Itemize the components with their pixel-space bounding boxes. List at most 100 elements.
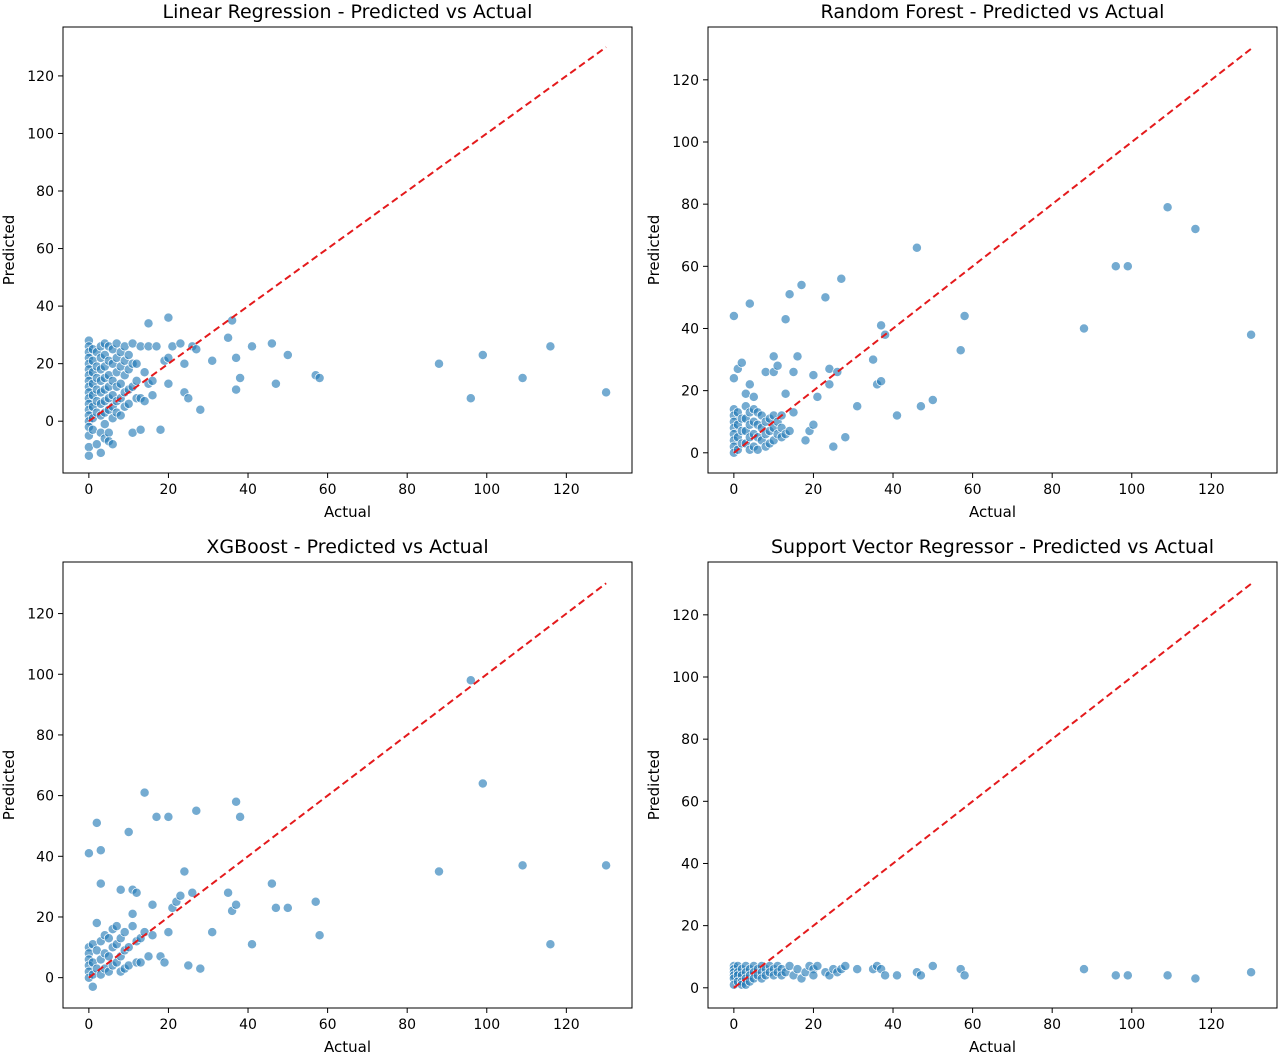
perfect-fit-line (88, 582, 607, 979)
x-tick-label: 60 (319, 1017, 337, 1033)
data-point (115, 884, 126, 895)
plot-frame (62, 561, 633, 1009)
data-point (147, 930, 158, 941)
data-point (115, 378, 126, 389)
data-point (191, 805, 202, 816)
y-tick-label: 80 (681, 732, 699, 748)
y-tick-label: 40 (681, 856, 699, 872)
data-point (915, 401, 926, 412)
x-tick-label: 20 (805, 1017, 823, 1033)
data-point (131, 358, 142, 369)
data-point (111, 921, 122, 932)
data-point (247, 939, 257, 950)
y-tick-label: 120 (27, 69, 54, 85)
x-tick-label: 40 (884, 482, 902, 498)
data-point (91, 817, 102, 828)
data-point (828, 441, 839, 452)
data-point (135, 957, 146, 968)
data-point (477, 778, 488, 789)
y-tick-label: 100 (672, 670, 699, 686)
y-tick-label: 20 (36, 910, 54, 926)
data-point (231, 352, 242, 363)
data-point (147, 390, 158, 401)
scatter-plot-svr: Support Vector Regressor - Predicted vs … (645, 536, 1278, 1056)
data-points (83, 675, 612, 992)
data-point (191, 344, 202, 355)
data-points (83, 312, 612, 461)
x-axis-label: Actual (969, 503, 1016, 521)
data-point (812, 391, 823, 402)
x-tick-label: 60 (964, 482, 982, 498)
data-point (123, 827, 134, 837)
data-point (314, 930, 325, 941)
data-point (892, 410, 902, 421)
x-tick-label: 0 (84, 482, 93, 498)
data-point (868, 354, 879, 365)
data-point (207, 355, 218, 366)
data-point (768, 351, 779, 362)
data-point (892, 970, 902, 981)
chart-title: Support Vector Regressor - Predicted vs … (771, 536, 1214, 558)
data-point (517, 860, 528, 871)
y-tick-label: 60 (681, 794, 699, 810)
data-point (131, 887, 142, 898)
x-tick-label: 80 (398, 1017, 416, 1033)
data-point (95, 845, 106, 856)
data-point (195, 963, 206, 974)
data-point (601, 860, 612, 871)
x-tick-label: 120 (553, 482, 580, 498)
data-points (728, 961, 1257, 990)
data-point (91, 918, 102, 928)
data-point (1246, 329, 1257, 340)
data-point (119, 927, 130, 938)
data-point (808, 370, 819, 381)
plot-frame (707, 26, 1278, 474)
x-tick-label: 100 (1118, 482, 1145, 498)
data-point (91, 439, 102, 450)
data-point (545, 341, 556, 352)
data-point (107, 439, 118, 450)
y-axis-label: Predicted (645, 215, 663, 285)
data-point (143, 318, 154, 329)
data-point (955, 345, 966, 356)
data-point (1079, 964, 1089, 975)
x-tick-label: 100 (1118, 1017, 1145, 1033)
data-point (159, 957, 170, 968)
data-point (147, 899, 158, 910)
data-point (800, 435, 811, 446)
x-tick-label: 60 (319, 482, 337, 498)
data-point (147, 375, 158, 386)
x-tick-label: 20 (160, 1017, 178, 1033)
data-point (880, 970, 891, 981)
data-point (959, 311, 970, 321)
data-point (545, 939, 556, 950)
data-point (195, 404, 206, 415)
data-point (135, 424, 146, 435)
y-tick-label: 100 (27, 667, 54, 683)
data-point (163, 378, 174, 389)
data-point (151, 341, 162, 352)
y-axis-label: Predicted (0, 215, 18, 285)
data-point (824, 379, 835, 390)
data-point (728, 311, 739, 321)
y-tick-label: 120 (672, 608, 699, 624)
data-point (744, 298, 755, 309)
x-tick-label: 0 (84, 1017, 93, 1033)
y-tick-label: 60 (681, 259, 699, 275)
data-point (103, 427, 114, 438)
data-point (477, 350, 488, 360)
data-point (736, 357, 747, 368)
y-tick-label: 20 (681, 384, 699, 400)
y-tick-label: 20 (36, 357, 54, 373)
data-point (465, 393, 476, 404)
data-point (127, 908, 138, 919)
chart-panel-xgboost: XGBoost - Predicted vs Actual 0 20 40 60 80 10… (0, 535, 640, 1063)
x-tick-label: 80 (1043, 482, 1061, 498)
data-point (927, 395, 938, 405)
data-point (266, 878, 277, 889)
data-point (95, 447, 106, 458)
data-point (852, 964, 863, 975)
perfect-fit-line (733, 582, 1252, 989)
data-point (247, 341, 257, 352)
data-point (99, 419, 110, 430)
